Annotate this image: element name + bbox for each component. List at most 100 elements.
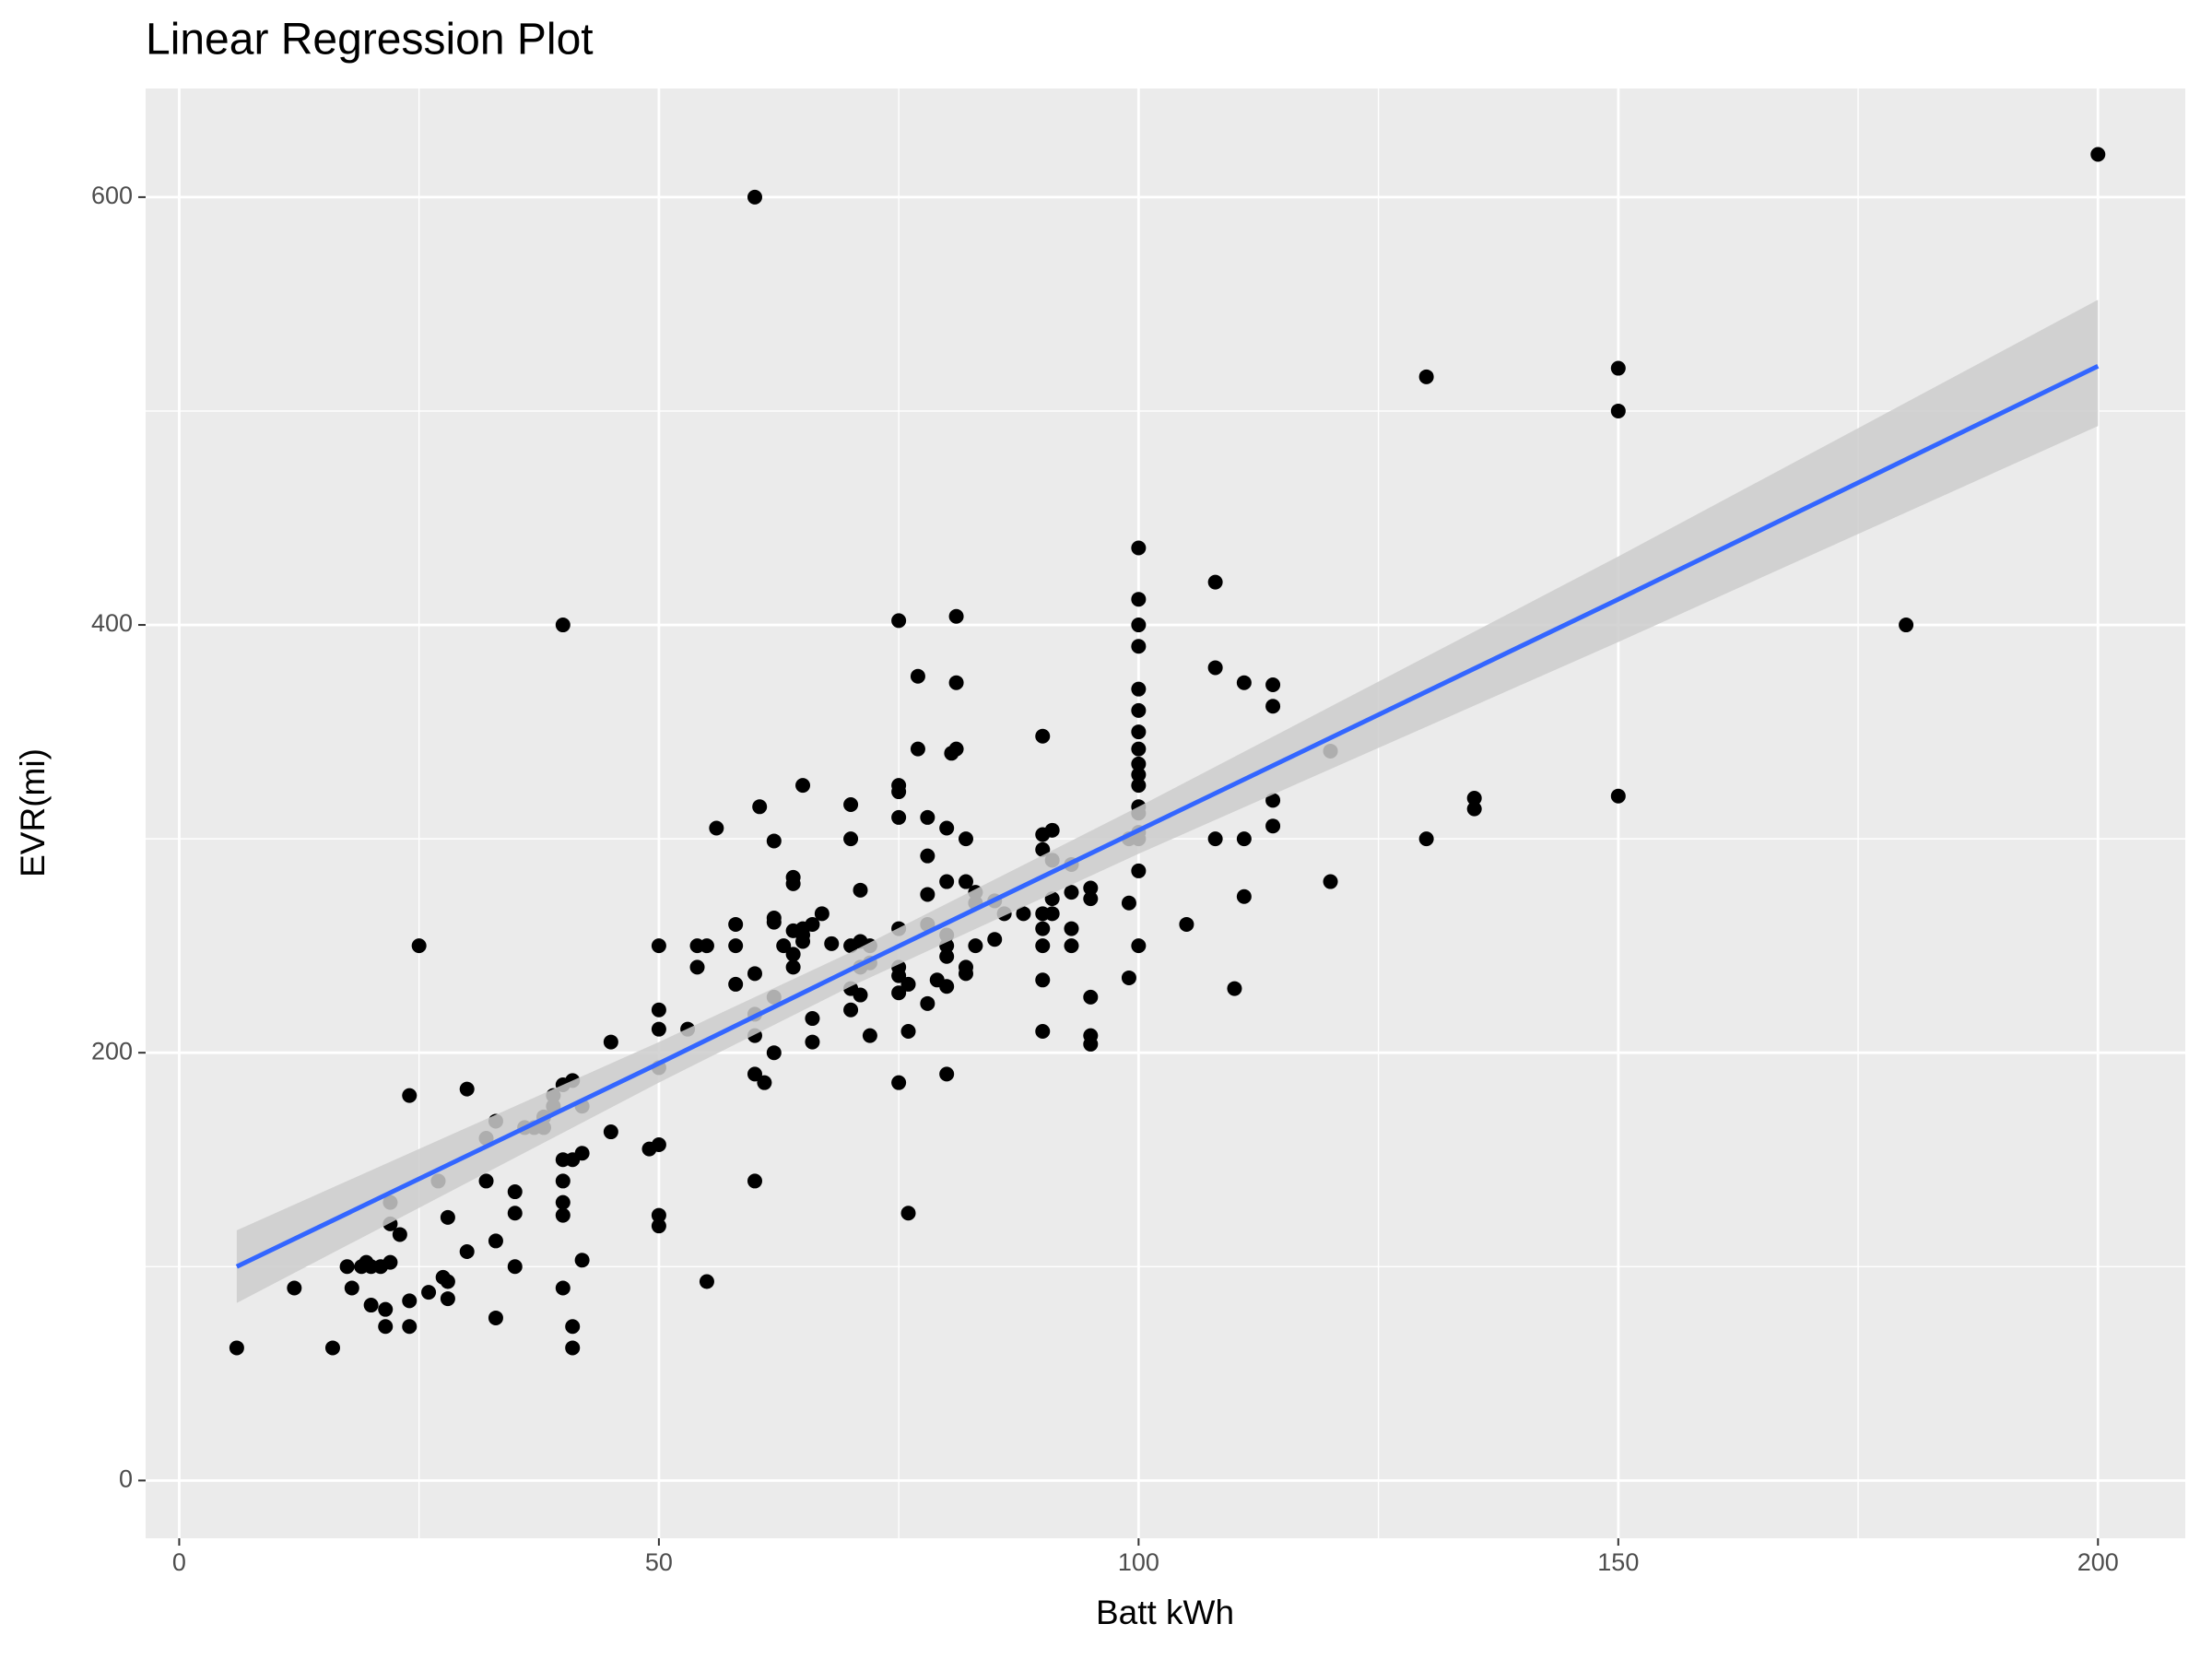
chart-title: Linear Regression Plot — [146, 16, 594, 65]
point — [1131, 618, 1147, 633]
point — [747, 189, 762, 205]
point — [891, 809, 907, 825]
point — [1131, 540, 1147, 556]
point — [891, 1075, 907, 1090]
point — [555, 1194, 571, 1210]
point — [920, 809, 935, 825]
point — [843, 831, 859, 847]
point — [440, 1209, 455, 1225]
point — [1044, 822, 1060, 838]
point — [1083, 891, 1099, 907]
point — [1064, 921, 1079, 936]
point — [382, 1254, 398, 1270]
point — [603, 1034, 618, 1050]
point — [891, 968, 907, 983]
point — [776, 938, 792, 954]
point — [1083, 989, 1099, 1005]
point — [287, 1280, 302, 1296]
point — [747, 1173, 762, 1189]
x-tick-label: 150 — [1597, 1548, 1639, 1576]
point — [229, 1340, 244, 1356]
point — [853, 987, 868, 1003]
point — [1131, 938, 1147, 954]
point — [1035, 938, 1051, 954]
point — [1131, 724, 1147, 740]
confidence-band — [236, 300, 2099, 1303]
point — [1207, 574, 1223, 590]
point — [488, 1233, 503, 1249]
point — [1236, 831, 1252, 847]
point — [1466, 801, 1482, 817]
point — [1466, 791, 1482, 806]
point — [1207, 660, 1223, 676]
point — [805, 1034, 820, 1050]
point — [1131, 681, 1147, 697]
point — [1131, 592, 1147, 607]
point — [766, 910, 782, 925]
point — [939, 948, 955, 964]
point — [939, 820, 955, 836]
point — [843, 1002, 859, 1018]
point — [747, 1066, 762, 1082]
point — [651, 1136, 666, 1152]
point — [1131, 639, 1147, 654]
point — [785, 869, 801, 885]
point — [324, 1340, 340, 1356]
point — [1323, 874, 1338, 889]
point — [402, 1088, 418, 1103]
point — [891, 613, 907, 629]
point — [1035, 921, 1051, 936]
point — [574, 1253, 590, 1268]
point — [910, 741, 925, 757]
point — [900, 1023, 916, 1039]
y-tick-label: 600 — [91, 182, 133, 209]
point — [378, 1319, 394, 1335]
point — [574, 1146, 590, 1161]
point — [853, 882, 868, 898]
y-tick-label: 400 — [91, 609, 133, 637]
point — [555, 1173, 571, 1189]
point — [958, 966, 973, 982]
point — [728, 938, 744, 954]
point — [862, 1028, 877, 1043]
point — [555, 1280, 571, 1296]
point — [1418, 831, 1434, 847]
point — [1016, 906, 1031, 922]
point — [987, 932, 1003, 947]
point — [843, 796, 859, 812]
point — [891, 784, 907, 800]
point — [948, 608, 964, 624]
point — [1899, 618, 1914, 633]
point — [920, 887, 935, 902]
point — [939, 1066, 955, 1082]
point — [968, 938, 983, 954]
point — [1035, 972, 1051, 988]
y-tick-label: 200 — [91, 1037, 133, 1065]
regression-line — [235, 363, 2100, 1269]
point — [1035, 728, 1051, 744]
x-tick-label: 100 — [1118, 1548, 1159, 1576]
point — [766, 1045, 782, 1061]
point — [1035, 1023, 1051, 1039]
x-tick-label: 50 — [645, 1548, 673, 1576]
point — [555, 618, 571, 633]
point — [1131, 767, 1147, 782]
point — [1265, 818, 1281, 834]
point — [651, 1021, 666, 1037]
point — [1265, 793, 1281, 808]
point — [805, 1011, 820, 1027]
point — [757, 1075, 772, 1090]
point — [1064, 885, 1079, 900]
point — [651, 938, 666, 954]
point — [459, 1244, 475, 1260]
point — [1418, 369, 1434, 384]
point — [1131, 702, 1147, 718]
point — [795, 778, 811, 794]
point — [651, 1207, 666, 1223]
point — [1083, 1036, 1099, 1052]
point — [1207, 831, 1223, 847]
point — [565, 1319, 581, 1335]
point — [507, 1184, 523, 1200]
point — [1035, 841, 1051, 857]
point — [752, 799, 768, 815]
